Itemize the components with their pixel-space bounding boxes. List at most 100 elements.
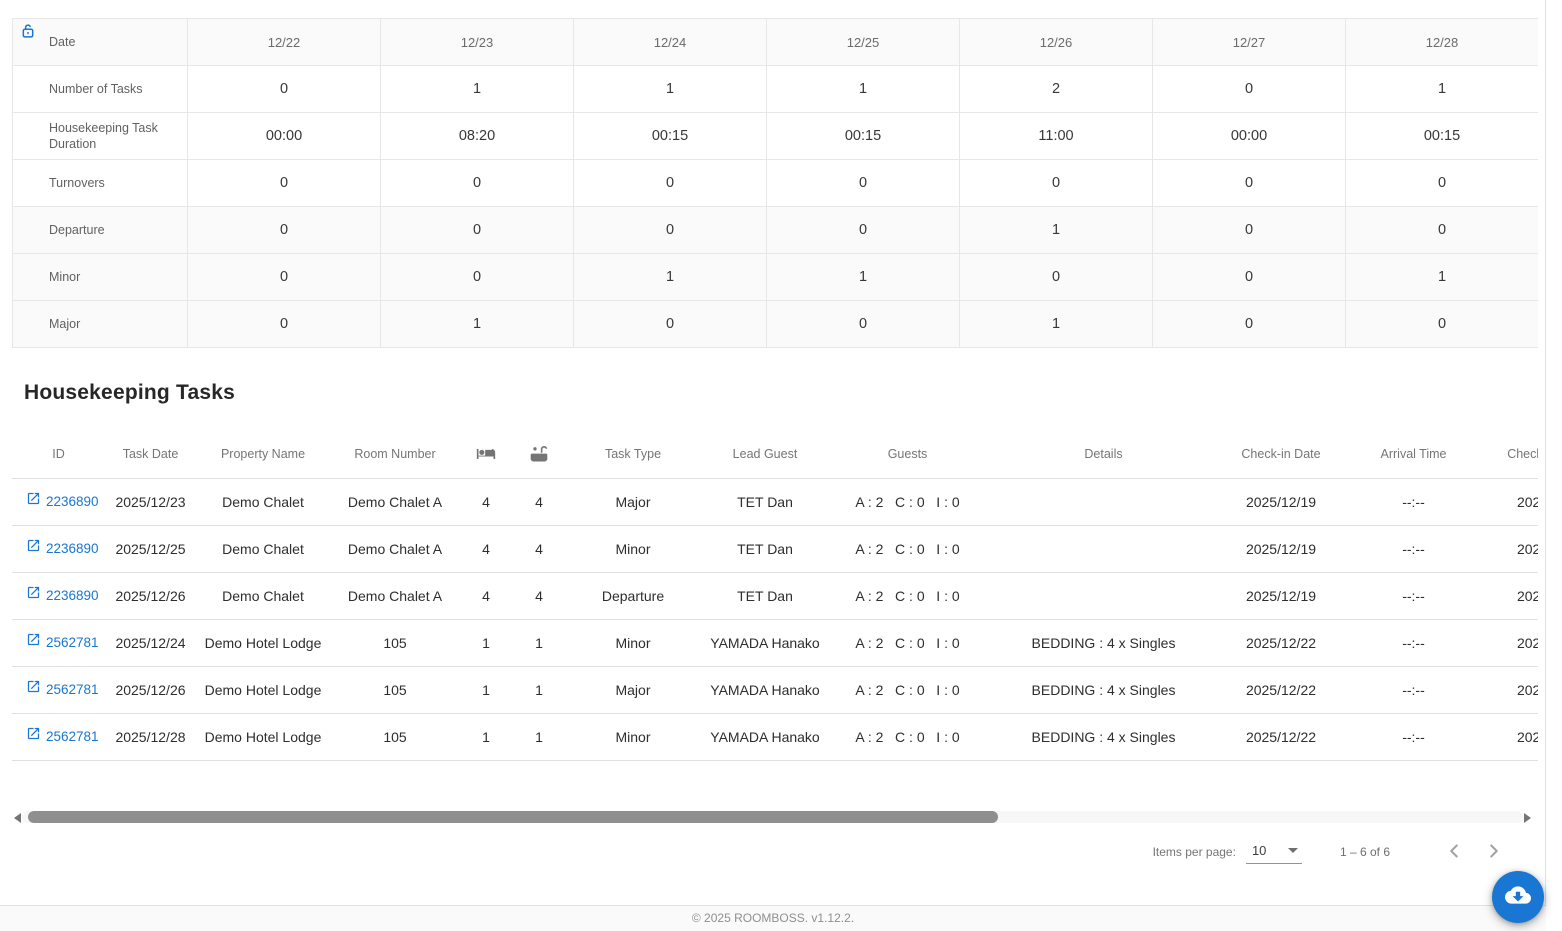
room-number-cell: Demo Chalet A [330,478,460,526]
summary-value-cell: 00:00 [187,112,381,160]
summary-value-cell: 08:20 [380,112,574,160]
task-id-text[interactable]: 2562781 [46,728,99,744]
property-name-cell: Demo Hotel Lodge [196,666,330,714]
summary-value-cell: 1 [959,300,1153,348]
open-in-new-icon[interactable] [26,679,41,700]
open-in-new-icon[interactable] [26,632,41,653]
task-row: 2562781 2025/12/24 Demo Hotel Lodge 105 … [12,619,1538,667]
summary-date-cell: 12/23 [380,18,574,66]
guests-cell: A : 2 C : 0 I : 0 [830,525,985,573]
task-id-link[interactable]: 2236890 [26,491,99,512]
summary-value-cell: 0 [187,253,381,301]
open-in-new-icon[interactable] [26,585,41,606]
task-type-cell: Minor [566,713,700,761]
summary-date-cell: 12/22 [187,18,381,66]
page-title: Housekeeping Tasks [24,381,235,404]
next-page-button[interactable] [1474,832,1514,872]
check-out-cell: 2025/12/28 [1487,666,1538,714]
baths-cell: 1 [512,619,566,667]
room-number-cell: 105 [330,619,460,667]
items-per-page-label: Items per page: [1152,845,1236,859]
task-id-link[interactable]: 2562781 [26,726,99,747]
summary-row: Number of Tasks 0 1 1 1 2 0 1 [12,65,1538,113]
room-number-cell: 105 [330,666,460,714]
summary-row: Housekeeping Task Duration 00:00 08:20 0… [12,112,1538,160]
summary-value-cell: 00:15 [1345,112,1538,160]
cloud-download-icon[interactable] [1505,882,1531,913]
lock-open-icon[interactable] [21,23,35,43]
task-row: 2562781 2025/12/28 Demo Hotel Lodge 105 … [12,713,1538,761]
lead-guest-cell: YAMADA Hanako [700,619,830,667]
chevron-right-icon[interactable] [1483,840,1505,865]
task-id-link[interactable]: 2236890 [26,585,99,606]
paginator: Items per page: 10 1 – 6 of 6 [0,836,1538,868]
task-id-cell: 2236890 [12,478,105,526]
summary-row: Major 0 1 0 0 1 0 0 [12,300,1538,348]
task-id-text[interactable]: 2562781 [46,681,99,697]
summary-value-cell: 0 [1152,65,1346,113]
chevron-left-icon[interactable] [1443,840,1465,865]
summary-row-label: Departure [12,206,188,254]
content-right-divider [1545,0,1546,931]
open-in-new-icon[interactable] [26,726,41,747]
arrival-time-cell: --:-- [1340,713,1487,761]
task-id-link[interactable]: 2236890 [26,538,99,559]
tasks-header-row: ID Task Date Property Name Room Number [12,430,1538,479]
task-date-cell: 2025/12/26 [105,666,196,714]
summary-value-cell: 0 [959,253,1153,301]
summary-value-cell: 1 [380,65,574,113]
guests-cell: A : 2 C : 0 I : 0 [830,619,985,667]
summary-value-cell: 0 [766,159,960,207]
previous-page-button[interactable] [1434,832,1474,872]
guests-cell: A : 2 C : 0 I : 0 [830,478,985,526]
task-id-cell: 2236890 [12,572,105,620]
summary-value-cell: 00:15 [766,112,960,160]
column-header-baths [512,430,566,479]
scroll-right-arrow-icon[interactable] [1524,813,1531,823]
column-header-lead-guest: Lead Guest [700,430,830,479]
summary-row: Departure 0 0 0 0 1 0 0 [12,206,1538,254]
items-per-page-value[interactable]: 10 [1251,843,1267,858]
hot-tub-icon [529,445,549,462]
task-id-text[interactable]: 2236890 [46,540,99,556]
summary-value-cell: 0 [1345,300,1538,348]
check-out-cell: 2025/12/26 [1487,525,1538,573]
task-type-cell: Minor [566,619,700,667]
items-per-page-select[interactable]: 10 [1245,840,1302,864]
task-id-text[interactable]: 2236890 [46,587,99,603]
summary-value-cell: 2 [959,65,1153,113]
task-id-link[interactable]: 2562781 [26,679,99,700]
open-in-new-icon[interactable] [26,538,41,559]
baths-cell: 4 [512,478,566,526]
task-id-cell: 2236890 [12,525,105,573]
task-id-text[interactable]: 2562781 [46,634,99,650]
scrollbar-thumb[interactable] [28,811,998,823]
lead-guest-cell: TET Dan [700,525,830,573]
task-id-link[interactable]: 2562781 [26,632,99,653]
cloud-download-fab-button[interactable] [1492,871,1544,923]
guests-cell: A : 2 C : 0 I : 0 [830,666,985,714]
check-out-cell: 2025/12/26 [1487,572,1538,620]
summary-value-cell: 1 [573,253,767,301]
caret-down-icon[interactable] [1287,848,1298,853]
task-date-cell: 2025/12/25 [105,525,196,573]
column-header-check-in: Check-in Date [1222,430,1340,479]
summary-value-cell: 0 [1152,206,1346,254]
baths-cell: 1 [512,713,566,761]
task-id-cell: 2562781 [12,713,105,761]
summary-row-label: Turnovers [12,159,188,207]
task-row: 2236890 2025/12/25 Demo Chalet Demo Chal… [12,525,1538,573]
task-id-text[interactable]: 2236890 [46,493,99,509]
summary-value-cell: 0 [766,300,960,348]
column-header-arrival-time: Arrival Time [1340,430,1487,479]
arrival-time-cell: --:-- [1340,572,1487,620]
summary-value-cell: 1 [380,300,574,348]
guests-cell: A : 2 C : 0 I : 0 [830,713,985,761]
summary-value-cell: 0 [573,206,767,254]
property-name-cell: Demo Chalet [196,478,330,526]
summary-date-cell: 12/27 [1152,18,1346,66]
summary-row: Minor 0 0 1 1 0 0 1 [12,253,1538,301]
scroll-left-arrow-icon[interactable] [14,813,21,823]
open-in-new-icon[interactable] [26,491,41,512]
task-type-cell: Major [566,478,700,526]
